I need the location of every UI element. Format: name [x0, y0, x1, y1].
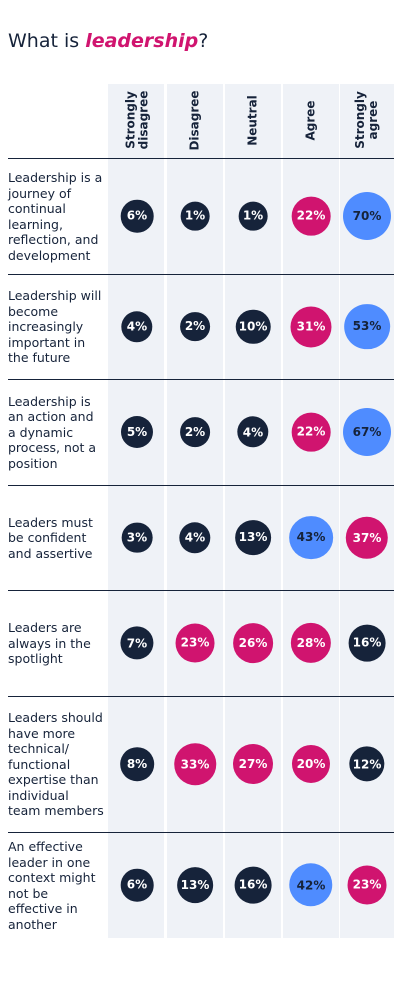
row-label: Leadership is a journey of continual lea…: [8, 170, 103, 263]
row-divider: [8, 158, 394, 159]
value-bubble: 23%: [347, 865, 387, 905]
value-bubble: 16%: [234, 866, 272, 904]
row-label: Leadership is an action and a dynamic pr…: [8, 393, 97, 471]
row-label: Leaders must be confident and assertive: [8, 514, 93, 561]
row-divider: [8, 832, 394, 833]
value-bubble: 2%: [180, 417, 210, 447]
row-label: Leaders should have more technical/ func…: [8, 710, 104, 819]
value-bubble: 53%: [344, 303, 390, 350]
column-header-label: Disagree: [187, 89, 202, 151]
value-bubble: 13%: [177, 867, 213, 903]
row-divider: [8, 485, 394, 486]
title-emphasis: leadership: [85, 30, 199, 52]
value-bubble: 6%: [120, 199, 154, 233]
value-bubble: 6%: [120, 868, 154, 902]
value-bubble: 33%: [174, 743, 216, 785]
value-bubble: 1%: [238, 201, 268, 231]
column-header: Strongly disagree: [111, 84, 163, 156]
value-bubble: 31%: [290, 305, 332, 348]
value-bubble: 42%: [289, 863, 333, 907]
value-bubble: 27%: [232, 743, 274, 785]
value-bubble: 5%: [120, 415, 154, 449]
value-bubble: 1%: [180, 201, 210, 231]
column-header: Strongly agree: [341, 84, 393, 156]
row-divider: [8, 696, 394, 697]
value-bubble: 13%: [235, 519, 271, 556]
value-bubble: 43%: [289, 515, 333, 560]
value-bubble: 22%: [291, 196, 331, 236]
value-bubble: 3%: [121, 522, 153, 553]
value-bubble: 7%: [120, 626, 154, 660]
value-bubble: 28%: [290, 622, 332, 664]
value-bubble: 20%: [291, 744, 331, 784]
column-header: Neutral: [227, 84, 279, 156]
value-bubble: 10%: [235, 309, 271, 344]
title-suffix: ?: [198, 30, 209, 52]
chart-title: What is leadership?: [8, 30, 208, 52]
column-header: Disagree: [169, 84, 221, 156]
value-bubble: 2%: [180, 311, 210, 342]
value-bubble: 4%: [237, 416, 269, 448]
value-bubble: 8%: [120, 747, 154, 781]
value-bubble: 4%: [179, 521, 211, 554]
column-header-label: Strongly disagree: [123, 90, 151, 150]
value-bubble: 12%: [349, 746, 385, 782]
column-header: Agree: [285, 84, 337, 156]
value-bubble: 4%: [121, 310, 153, 343]
row-label: An effective leader in one context might…: [8, 839, 96, 932]
value-bubble: 26%: [233, 623, 273, 663]
row-label: Leaders are always in the spotlight: [8, 620, 91, 667]
value-bubble: 23%: [175, 623, 215, 663]
value-bubble: 70%: [343, 192, 391, 240]
row-divider: [8, 274, 394, 275]
row-label: Leadership will become increasingly impo…: [8, 288, 102, 366]
column-header-label: Agree: [303, 99, 318, 141]
value-bubble: 67%: [343, 408, 391, 456]
column-header-label: Strongly agree: [353, 91, 381, 149]
value-bubble: 22%: [291, 412, 331, 452]
value-bubble: 37%: [345, 516, 389, 559]
row-divider: [8, 590, 394, 591]
column-header-label: Neutral: [245, 94, 260, 146]
value-bubble: 16%: [348, 624, 386, 662]
row-divider: [8, 379, 394, 380]
title-prefix: What is: [8, 30, 86, 52]
